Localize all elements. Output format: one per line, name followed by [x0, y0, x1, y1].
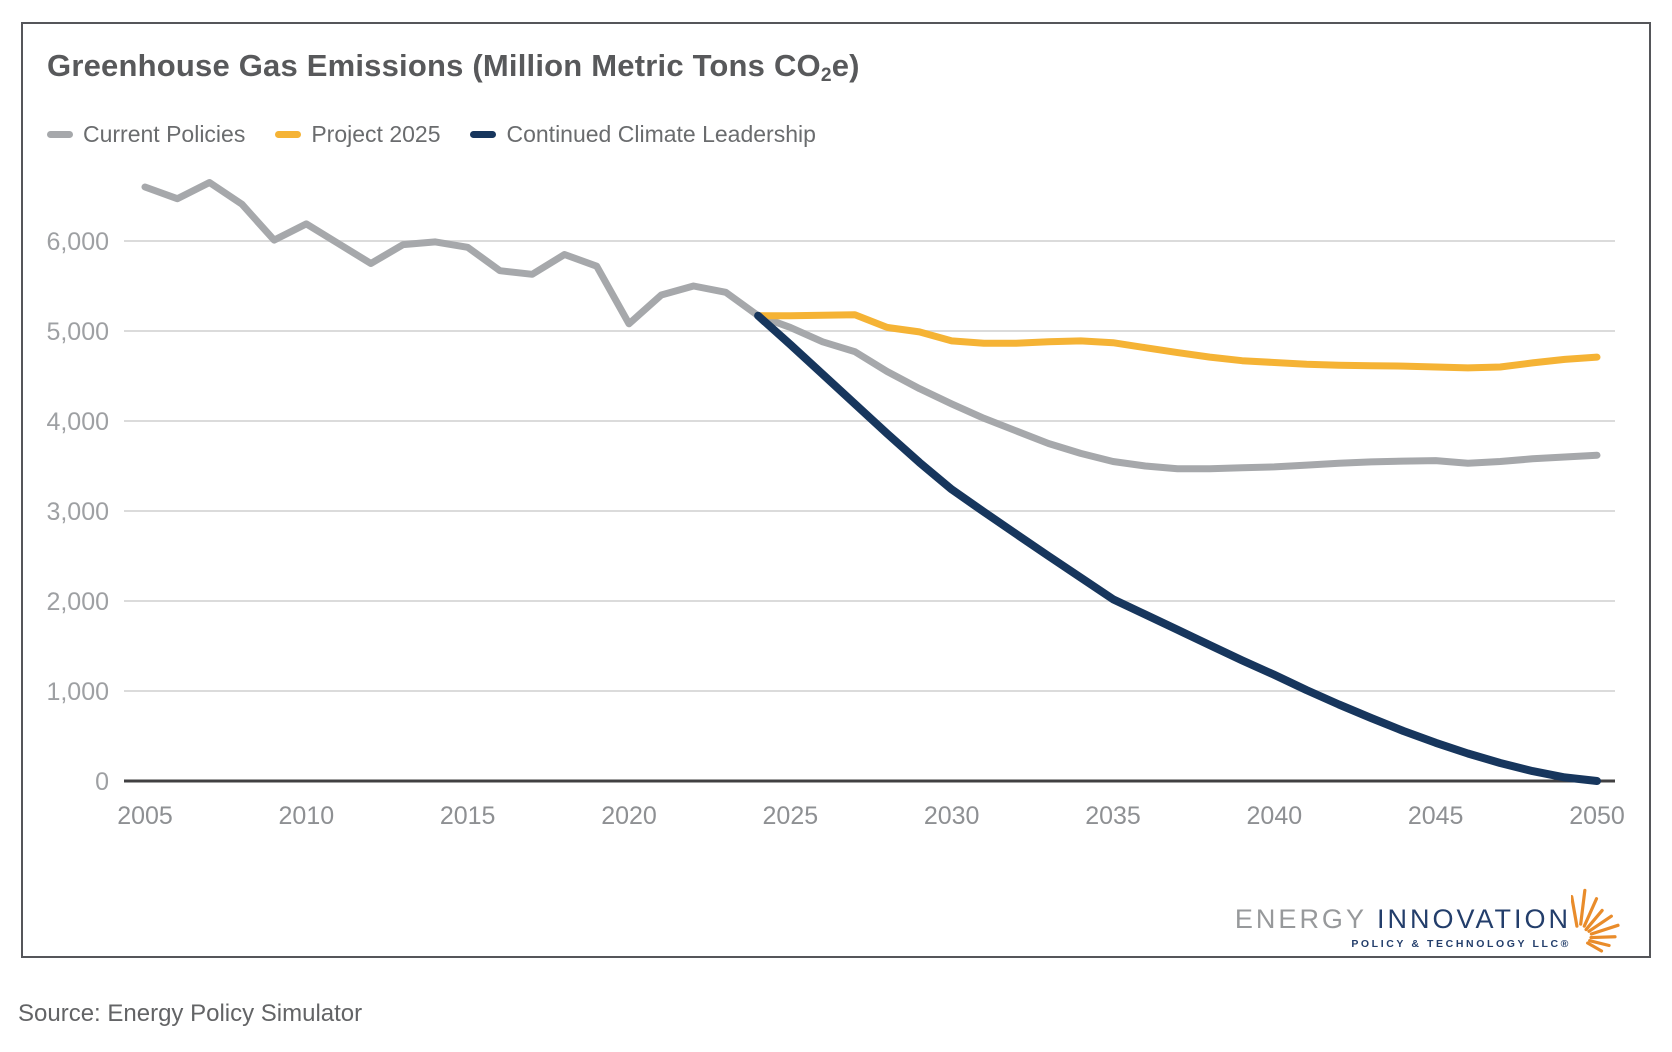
- x-tick-label: 2030: [924, 802, 980, 830]
- sunburst-icon: [1571, 888, 1620, 953]
- x-tick-label: 2020: [601, 802, 657, 830]
- energy-innovation-logo: ENERGY INNOVATION POLICY & TECHNOLOGY LL…: [1235, 886, 1627, 954]
- logo-word-energy: ENERGY: [1234, 904, 1367, 934]
- chart-card: 0 1,000 2,000 3,000 4,000 5,000 6,000 2005 2010 2…: [21, 22, 1651, 958]
- x-tick-label: 2025: [763, 802, 819, 830]
- y-tick-label: 2,000: [46, 588, 109, 616]
- logo-subtext: POLICY & TECHNOLOGY LLC®: [1351, 938, 1571, 950]
- x-tick-label: 2050: [1569, 802, 1625, 830]
- sunburst-ray: [1589, 923, 1620, 936]
- chart-legend: Current Policies Project 2025 Continued …: [47, 121, 816, 148]
- chart-title: Greenhouse Gas Emissions (Million Metric…: [47, 48, 860, 87]
- sunburst-ray: [1589, 935, 1617, 940]
- x-tick-label: 2040: [1247, 802, 1303, 830]
- y-tick-label: 6,000: [46, 228, 109, 256]
- continued-climate-leadership-swatch-icon: [470, 131, 497, 138]
- chart-title-subscript: 2: [820, 65, 832, 87]
- current-policies-swatch-icon: [47, 131, 73, 138]
- y-tick-label: 5,000: [46, 318, 109, 346]
- sunburst-ray: [1584, 908, 1604, 932]
- x-tick-label: 2015: [440, 802, 496, 830]
- sunburst-ray: [1579, 888, 1587, 926]
- chart-title-pre: Greenhouse Gas Emissions (Million Metric…: [47, 48, 821, 83]
- x-tick-label: 2010: [279, 802, 335, 830]
- y-tick-label: 0: [95, 768, 109, 796]
- x-tick-label: 2035: [1085, 802, 1141, 830]
- y-tick-label: 4,000: [46, 408, 109, 436]
- legend-item-project-2025: Project 2025: [275, 121, 440, 148]
- x-tick-label: 2045: [1408, 802, 1464, 830]
- logo-text: ENERGY INNOVATION POLICY & TECHNOLOGY LL…: [1235, 886, 1571, 950]
- legend-label: Current Policies: [83, 121, 246, 147]
- series-line-current-policies: [141, 179, 1601, 473]
- chart-title-post: e): [831, 48, 860, 83]
- sunburst-ray: [1588, 939, 1611, 948]
- y-tick-label: 1,000: [46, 678, 109, 706]
- legend-item-current-policies: Current Policies: [47, 121, 245, 148]
- project-2025-swatch-icon: [275, 131, 302, 138]
- legend-item-continued-climate-leadership: Continued Climate Leadership: [470, 121, 816, 148]
- legend-label: Project 2025: [311, 121, 441, 147]
- sunburst-ray: [1586, 941, 1604, 953]
- x-tick-label: 2005: [117, 802, 173, 830]
- logo-word-innovation: INNOVATION: [1376, 904, 1571, 934]
- y-tick-label: 3,000: [46, 498, 109, 526]
- series-line-continued-climate-leadership: [754, 311, 1601, 785]
- sunburst-ray: [1587, 914, 1613, 933]
- sunburst-ray: [1582, 897, 1599, 928]
- sunburst-ray: [1571, 895, 1579, 928]
- series-line-project-2025: [754, 311, 1601, 372]
- legend-label: Continued Climate Leadership: [506, 121, 816, 147]
- logo-wordmark: ENERGY INNOVATION: [1235, 904, 1571, 935]
- source-note: Source: Energy Policy Simulator: [18, 1000, 363, 1027]
- emissions-chart: 0 1,000 2,000 3,000 4,000 5,000 6,000 2005 2010 2…: [46, 179, 1625, 830]
